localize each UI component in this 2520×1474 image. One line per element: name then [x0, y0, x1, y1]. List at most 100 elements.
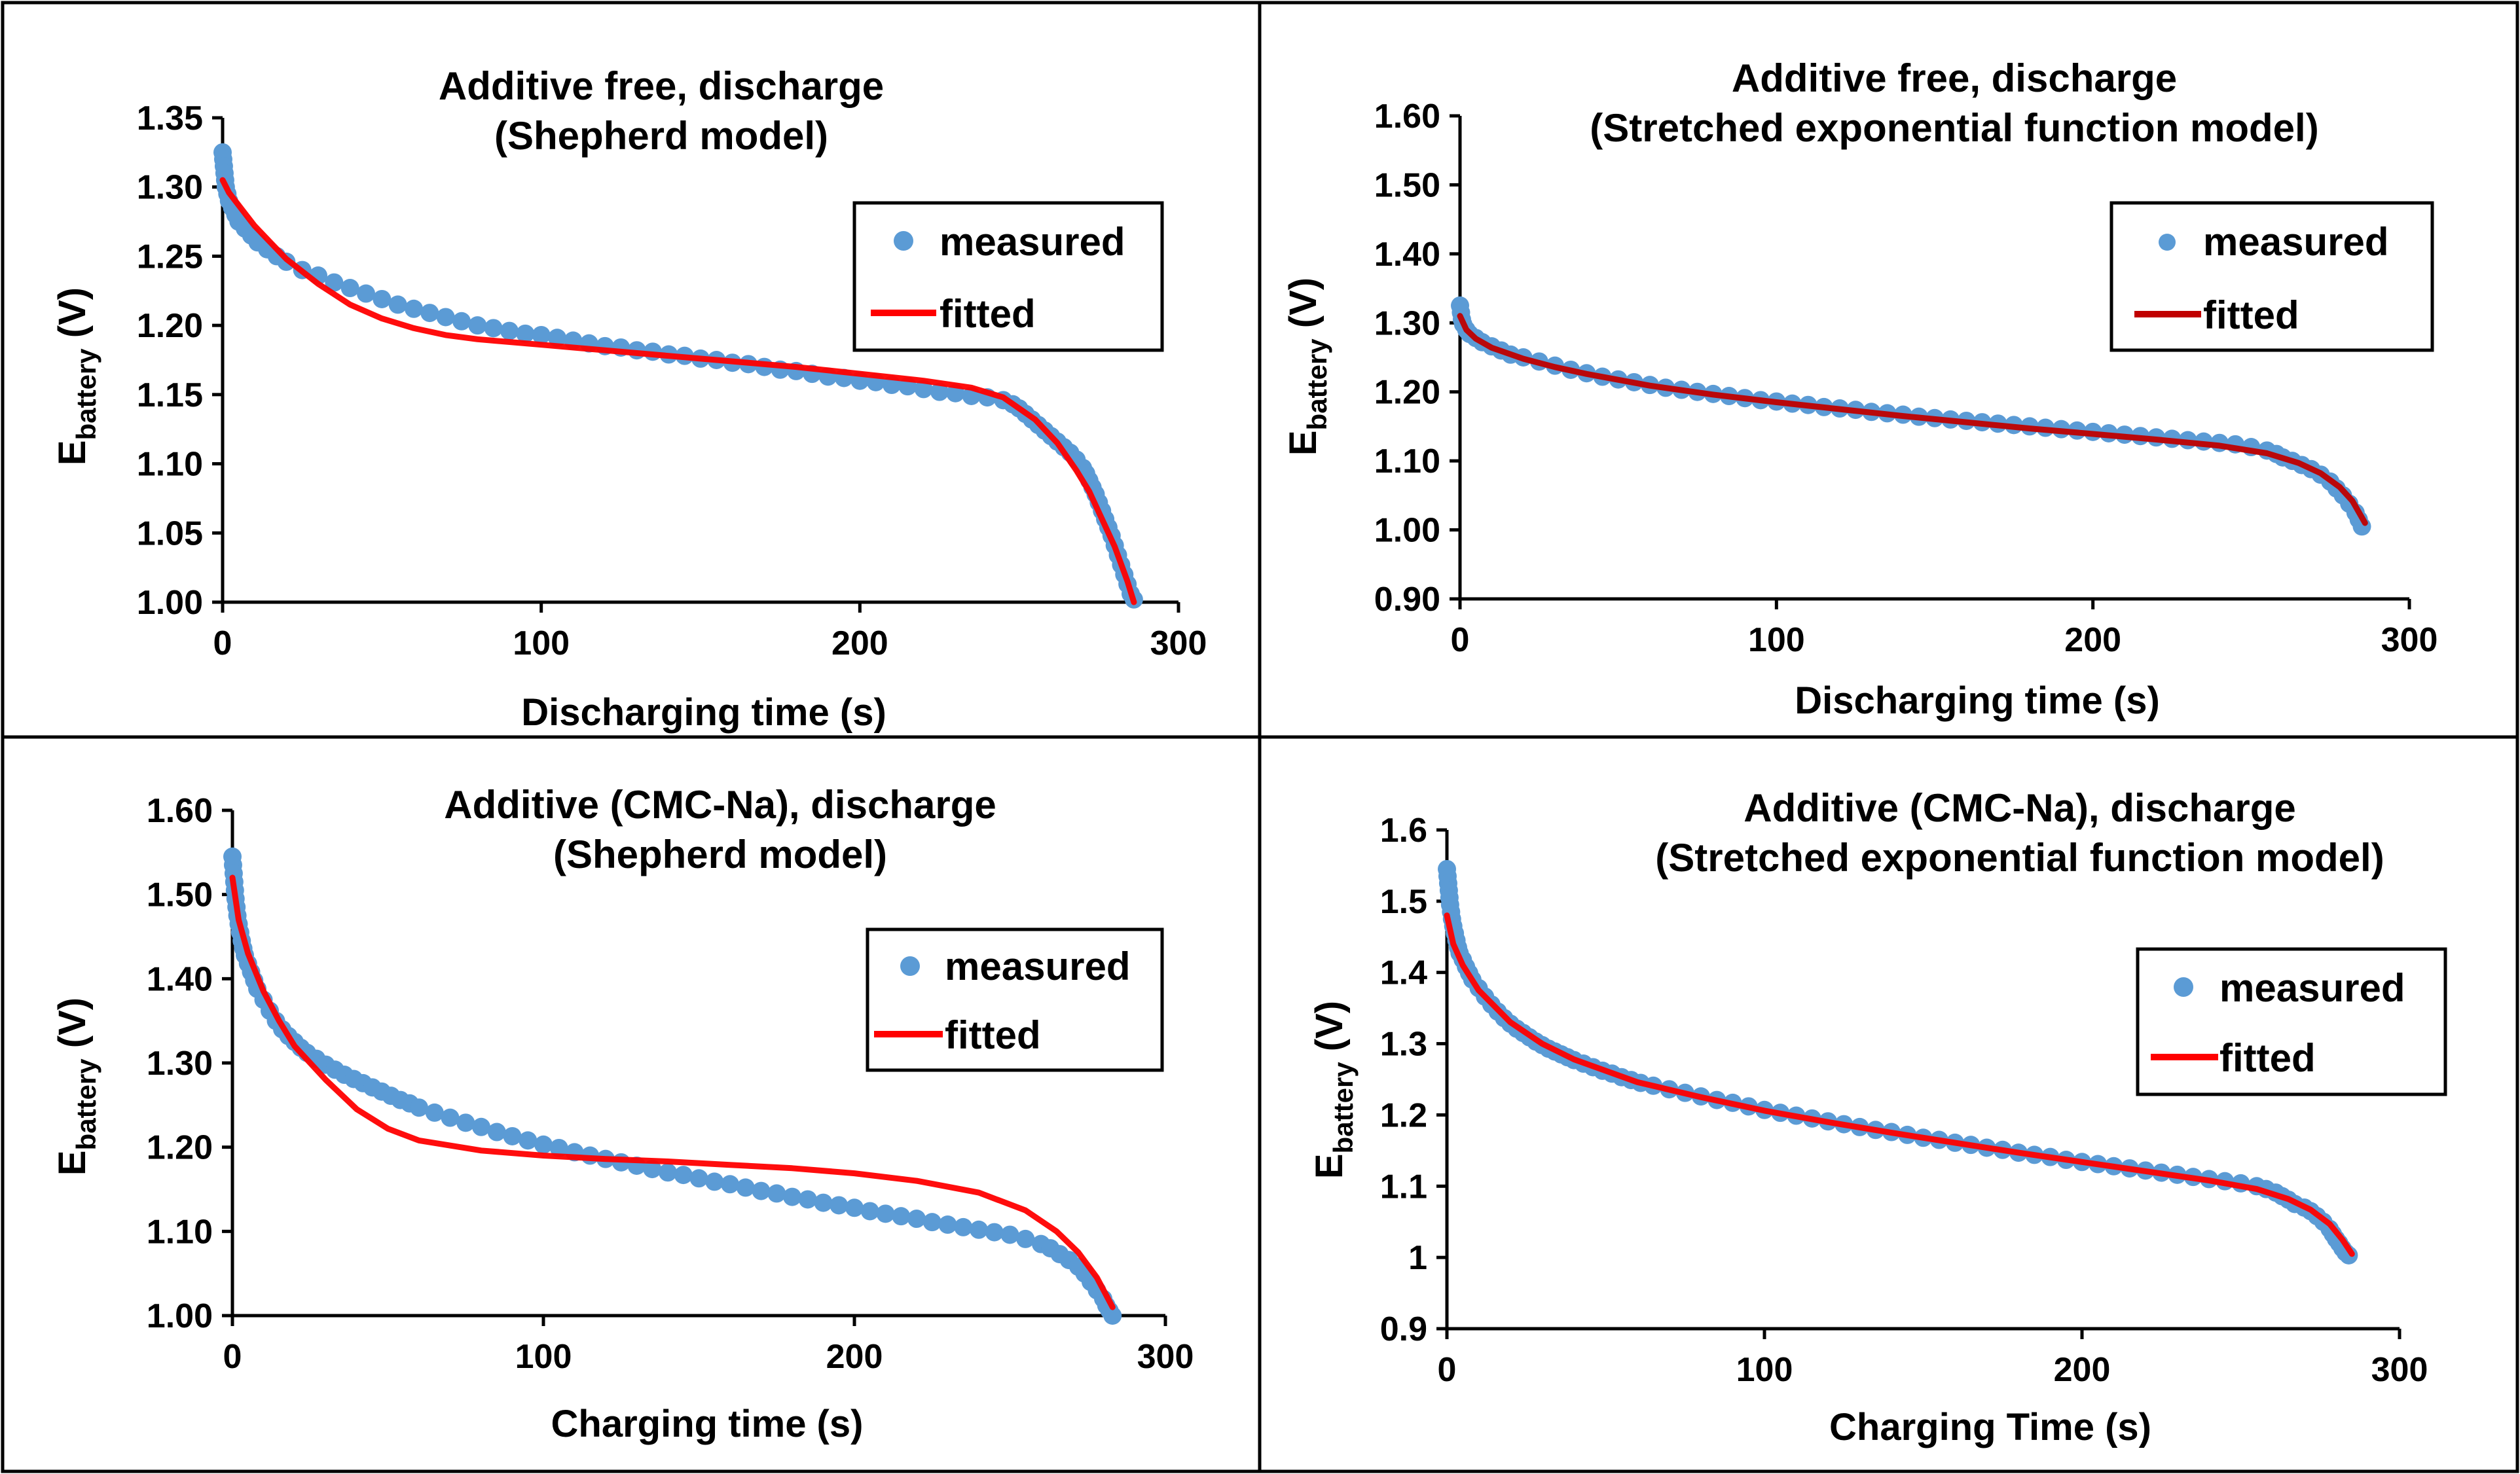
- legend: measured fitted: [2109, 201, 2434, 352]
- y-axis-label-subscript: battery: [1302, 338, 1332, 431]
- x-tick-label: 0: [1451, 621, 1470, 659]
- measured-point: [767, 1184, 786, 1203]
- plot-area: 1.00 1.05 1.10 1.15 1.20 1.25 1.30 1.35 0 100 200 3…: [137, 99, 1207, 662]
- chart-title-line-1: Additive (CMC-Na), discharge: [1744, 786, 2295, 830]
- y-axis-label: Ebattery (V): [51, 998, 101, 1176]
- legend-fitted-label: fitted: [2219, 1036, 2316, 1080]
- x-tick-label: 200: [2054, 1351, 2111, 1389]
- measured-point: [503, 1126, 522, 1145]
- y-tick-label: 1.60: [147, 792, 213, 830]
- measured-point: [814, 1193, 833, 1212]
- measured-point: [798, 1190, 817, 1209]
- x-tick-label: 300: [2371, 1351, 2428, 1389]
- y-tick-label: 1.20: [1374, 374, 1440, 412]
- measured-point: [472, 1117, 490, 1136]
- y-tick-label: 1.05: [137, 514, 203, 552]
- measured-point: [325, 273, 344, 292]
- svg-text:Ebattery (V): Ebattery (V): [1282, 278, 1332, 456]
- x-tick-label: 300: [1137, 1338, 1194, 1376]
- svg-text:Ebattery (V): Ebattery (V): [1308, 1001, 1359, 1179]
- legend: measured fitted: [866, 927, 1164, 1072]
- measured-point: [410, 1098, 428, 1117]
- x-tick-label: 200: [826, 1338, 883, 1376]
- y-axis-label-unit: (V): [51, 287, 94, 348]
- measured-point: [425, 1103, 444, 1122]
- x-tick-label: 100: [1748, 621, 1805, 659]
- legend-fitted-label: fitted: [945, 1013, 1041, 1057]
- x-axis-label: Discharging time (s): [1795, 679, 2160, 722]
- measured-point: [1103, 1306, 1122, 1325]
- measured-point: [970, 1220, 988, 1239]
- measured-point: [357, 284, 375, 303]
- y-tick-label: 1.40: [1374, 236, 1440, 274]
- y-tick-label: 1: [1408, 1239, 1427, 1277]
- y-tick-label: 0.90: [1374, 581, 1440, 619]
- chart-panel-cmc-na-shepherd: Additive (CMC-Na), discharge (Shepherd m…: [51, 783, 1194, 1445]
- y-tick-label: 1.50: [1374, 166, 1440, 204]
- y-tick-label: 1.30: [147, 1045, 213, 1083]
- svg-text:Ebattery (V): Ebattery (V): [51, 287, 101, 465]
- measured-point: [534, 1135, 553, 1154]
- measured-point: [659, 1163, 677, 1182]
- y-tick-label: 1.20: [147, 1129, 213, 1167]
- y-tick-label: 1.10: [1374, 442, 1440, 480]
- measured-point: [689, 1169, 708, 1188]
- measured-point: [456, 1113, 475, 1132]
- x-tick-label: 100: [513, 624, 570, 662]
- measured-point: [721, 1175, 739, 1194]
- chart-panel-cmc-na-stretched: Additive (CMC-Na), discharge (Stretched …: [1308, 786, 2447, 1448]
- chart-title-line-1: Additive free, discharge: [439, 64, 884, 108]
- measured-point: [783, 1187, 801, 1206]
- legend-measured-label: measured: [2219, 966, 2405, 1010]
- measured-point: [914, 380, 933, 399]
- y-axis-label-main: E: [51, 440, 94, 465]
- chart-title-line-2: (Shepherd model): [553, 833, 887, 876]
- y-tick-label: 1.6: [1380, 812, 1427, 850]
- chart-title-line-2: (Stretched exponential function model): [1590, 106, 2318, 150]
- legend-measured-marker: [2159, 234, 2176, 251]
- fitted-line: [229, 874, 1116, 1310]
- y-tick-label: 1.35: [137, 99, 203, 137]
- measured-point: [484, 319, 503, 338]
- y-tick-label: 1.5: [1380, 883, 1427, 921]
- fitted-line: [219, 177, 1137, 605]
- x-axis-label: Charging time (s): [551, 1403, 864, 1445]
- y-tick-label: 1.10: [147, 1213, 213, 1251]
- chart-title-line-1: Additive (CMC-Na), discharge: [444, 783, 996, 827]
- measured-point: [452, 312, 471, 331]
- legend-fitted-label: fitted: [940, 292, 1036, 336]
- y-tick-label: 1.4: [1380, 954, 1427, 992]
- y-tick-label: 1.20: [137, 307, 203, 345]
- chart-panel-additive-free-stretched: Additive free, discharge (Stretched expo…: [1282, 56, 2438, 722]
- plot-area: 0.9 1 1.1 1.2 1.3 1.4 1.5 1.6 0 100 200 300: [1380, 812, 2428, 1389]
- legend-box: [2136, 947, 2447, 1096]
- y-axis-label-main: E: [1308, 1153, 1351, 1179]
- measured-point: [876, 1204, 895, 1223]
- legend-measured-marker: [2174, 977, 2193, 997]
- measured-point: [388, 295, 407, 314]
- legend-measured-marker: [900, 956, 920, 976]
- y-tick-label: 1.40: [147, 960, 213, 998]
- y-tick-label: 1.00: [147, 1297, 213, 1335]
- x-tick-label: 0: [223, 1338, 242, 1376]
- y-tick-label: 1.50: [147, 876, 213, 914]
- legend-box: [852, 201, 1164, 352]
- measured-point: [930, 382, 949, 401]
- measured-point: [736, 1178, 755, 1197]
- measured-point: [643, 1160, 662, 1179]
- plot-area: 0.90 1.00 1.10 1.20 1.30 1.40 1.50 1.60 0 100 200 3…: [1374, 98, 2438, 659]
- measured-point: [922, 1213, 941, 1232]
- x-tick-label: 200: [831, 624, 888, 662]
- y-axis-label-unit: (V): [51, 998, 94, 1058]
- y-tick-label: 1.3: [1380, 1026, 1427, 1064]
- y-tick-label: 1.60: [1374, 98, 1440, 135]
- measured-point: [532, 325, 551, 344]
- measured-point: [907, 1210, 926, 1229]
- measured-point: [1016, 1229, 1035, 1248]
- plot-area: 1.00 1.10 1.20 1.30 1.40 1.50 1.60 0 100 200 300: [147, 792, 1194, 1376]
- y-axis-label-subscript: battery: [1328, 1062, 1359, 1154]
- svg-text:Ebattery (V): Ebattery (V): [51, 998, 101, 1176]
- measured-point: [487, 1123, 506, 1141]
- fitted-line: [1457, 313, 2368, 526]
- y-tick-label: 1.10: [137, 446, 203, 484]
